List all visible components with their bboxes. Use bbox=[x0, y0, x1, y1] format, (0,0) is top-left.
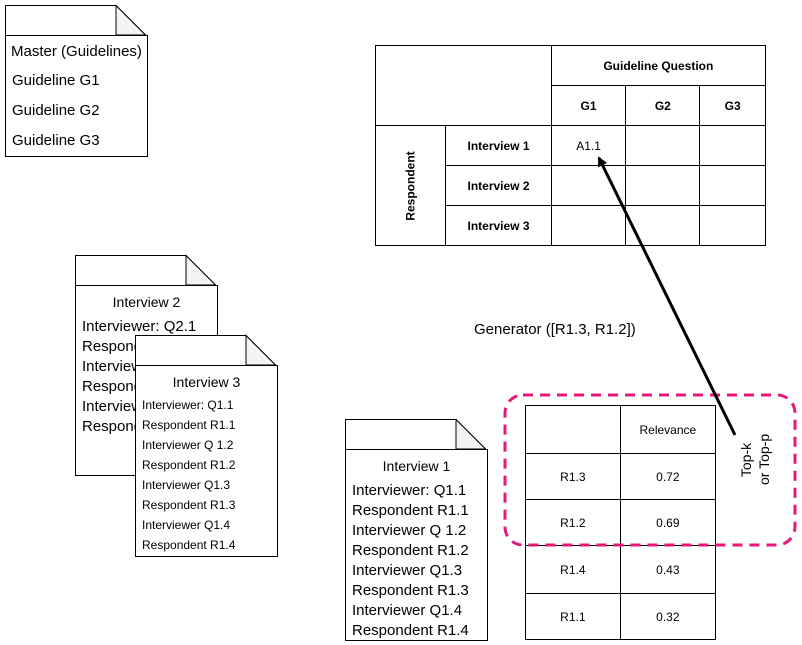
interview-3-line: Interviewer Q1.3 bbox=[142, 478, 231, 492]
relevance-row-id: R1.2 bbox=[525, 499, 621, 546]
top-p-text: or Top-p bbox=[756, 433, 772, 485]
respondent-guideline-matrix: Guideline Question G1 G2 G3 Respondent I… bbox=[374, 45, 767, 246]
interview-3-line: Respondent R1.4 bbox=[142, 538, 236, 552]
matrix-cell bbox=[550, 205, 627, 246]
relevance-row-id: R1.4 bbox=[525, 545, 621, 594]
matrix-cell bbox=[699, 125, 766, 166]
column-header-g1: G1 bbox=[550, 85, 627, 126]
guideline-question-header: Guideline Question bbox=[550, 45, 767, 86]
interview-1-line: Interviewer Q1.4 bbox=[352, 602, 463, 619]
interview-1-title: Interview 1 bbox=[345, 449, 488, 482]
guideline-g1: Guideline G1 bbox=[12, 72, 100, 89]
interview-2-line: Interviewer: Q2.1 bbox=[82, 318, 197, 335]
matrix-cell bbox=[625, 125, 701, 166]
interview-3-title: Interview 3 bbox=[135, 365, 278, 398]
relevance-row-value: 0.32 bbox=[619, 593, 717, 640]
top-k-label: Top-k or Top-p bbox=[737, 433, 773, 485]
relevance-header: Relevance bbox=[619, 405, 717, 454]
document-tab-shape bbox=[5, 4, 147, 36]
column-header-g3: G3 bbox=[699, 85, 766, 126]
top-k-label-container: Top-k or Top-p bbox=[737, 433, 773, 485]
respondent-label: Respondent bbox=[403, 150, 418, 221]
interview-2-title: Interview 2 bbox=[75, 285, 218, 318]
row-header-interview-1: Interview 1 bbox=[445, 125, 552, 166]
interview-3-line: Respondent R1.1 bbox=[142, 418, 236, 432]
interview-3-line: Respondent R1.3 bbox=[142, 498, 236, 512]
master-body: Guideline G1 Guideline G2 Guideline G3 bbox=[5, 66, 148, 157]
interview-3-line: Interviewer Q1.4 bbox=[142, 518, 231, 532]
interview-1-line: Interviewer: Q1.1 bbox=[352, 482, 467, 499]
document-tab-shape bbox=[135, 334, 277, 366]
guideline-g3: Guideline G3 bbox=[12, 132, 100, 149]
top-k-text: Top-k bbox=[738, 442, 754, 478]
matrix-corner-cell bbox=[375, 45, 552, 126]
matrix-cell bbox=[550, 165, 627, 206]
row-header-interview-2: Interview 2 bbox=[445, 165, 552, 206]
matrix-cell bbox=[699, 165, 766, 206]
interview-3-body: Interviewer: Q1.1 Respondent R1.1 Interv… bbox=[135, 396, 278, 557]
relevance-row-id: R1.1 bbox=[525, 593, 621, 640]
interview-1-line: Respondent R1.3 bbox=[352, 582, 469, 599]
document-tab-shape bbox=[345, 418, 487, 450]
matrix-cell bbox=[625, 205, 701, 246]
interview-3-line: Interviewer: Q1.1 bbox=[142, 398, 234, 412]
interview-1-line: Respondent R1.2 bbox=[352, 542, 469, 559]
relevance-row-value: 0.69 bbox=[619, 499, 717, 546]
respondent-row-header: Respondent bbox=[374, 125, 447, 246]
cell-a1-1: A1.1 bbox=[550, 125, 627, 166]
relevance-row-value: 0.72 bbox=[619, 453, 717, 500]
interview-3-line: Interviewer Q 1.2 bbox=[142, 438, 234, 452]
interview-1-line: Respondent R1.1 bbox=[352, 502, 469, 519]
column-header-g2: G2 bbox=[625, 85, 701, 126]
matrix-cell bbox=[699, 205, 766, 246]
relevance-corner-cell bbox=[525, 405, 621, 454]
master-title: Master (Guidelines) bbox=[5, 35, 148, 68]
interview-1-line: Respondent R1.4 bbox=[352, 622, 469, 639]
generator-label: Generator ([R1.3, R1.2]) bbox=[474, 321, 636, 338]
interview-3-line: Respondent R1.2 bbox=[142, 458, 236, 472]
interview-1-body: Interviewer: Q1.1 Respondent R1.1 Interv… bbox=[345, 480, 488, 641]
interview-1-line: Interviewer Q 1.2 bbox=[352, 522, 467, 539]
relevance-row-value: 0.43 bbox=[619, 545, 717, 594]
row-header-interview-3: Interview 3 bbox=[445, 205, 552, 246]
document-tab-shape bbox=[75, 254, 217, 286]
interview-1-line: Interviewer Q1.3 bbox=[352, 562, 463, 579]
matrix-cell bbox=[625, 165, 701, 206]
relevance-row-id: R1.3 bbox=[525, 453, 621, 500]
guideline-g2: Guideline G2 bbox=[12, 102, 100, 119]
relevance-table: Relevance R1.3 0.72 R1.2 0.69 R1.4 0.43 … bbox=[525, 405, 717, 640]
